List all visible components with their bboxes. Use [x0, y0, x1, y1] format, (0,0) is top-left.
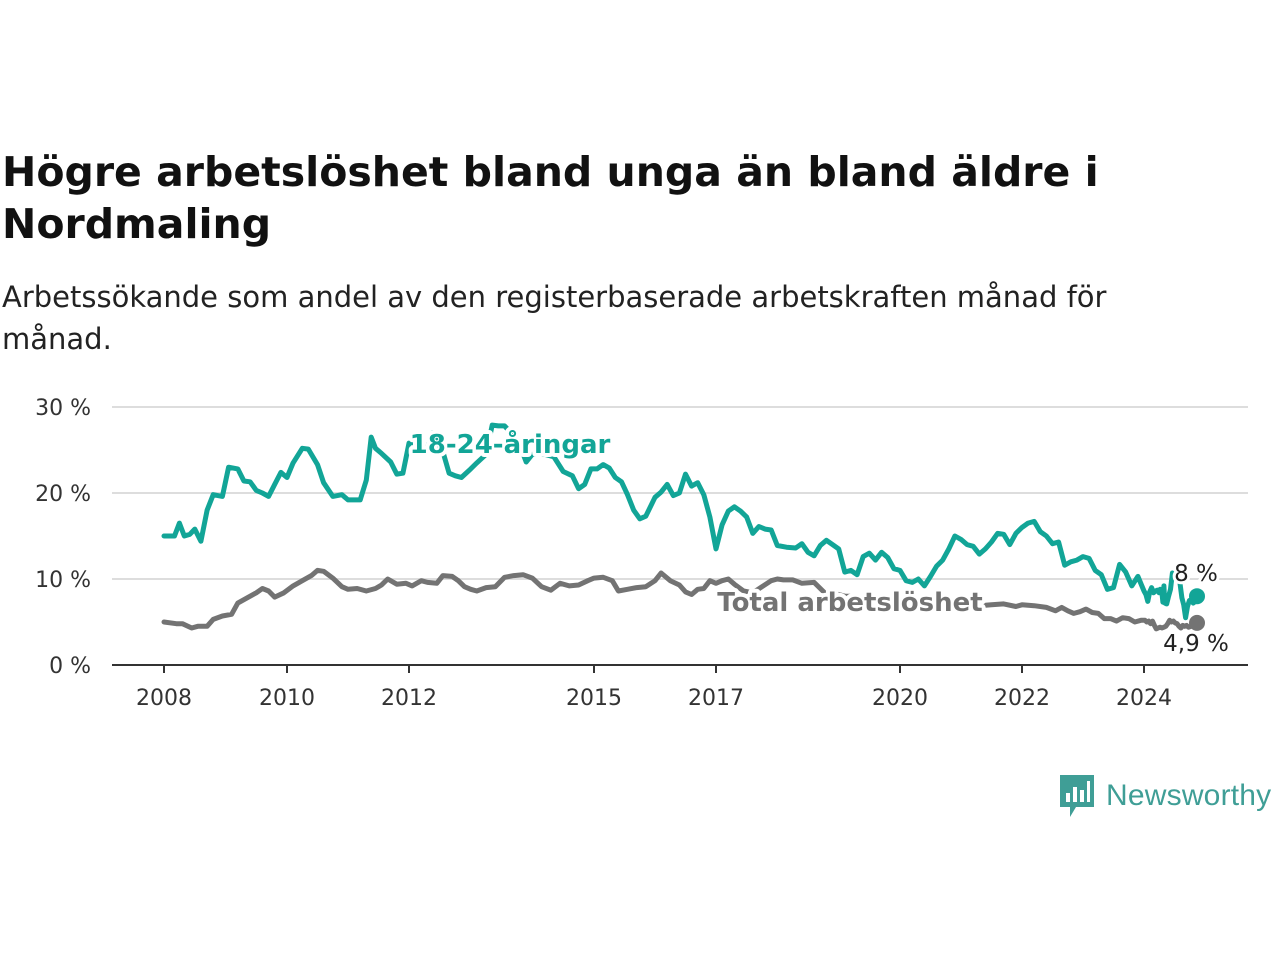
end-value-halo: 8 % [1174, 561, 1218, 587]
y-tick-label: 30 % [35, 396, 91, 421]
chart-title: Högre arbetslöshet bland unga än bland ä… [2, 148, 1099, 248]
x-tick-label: 2024 [1116, 686, 1172, 711]
y-tick-label: 0 % [49, 654, 91, 679]
x-tick-label: 2015 [566, 686, 622, 711]
newsworthy-logo-icon [1060, 775, 1094, 817]
end-value-label: 8 % [1174, 561, 1218, 587]
x-tick-label: 2020 [872, 686, 928, 711]
end-value-halo: 4,9 % [1163, 631, 1229, 657]
newsworthy-brand[interactable]: Newsworthy [1058, 772, 1271, 820]
y-tick-label: 20 % [35, 482, 91, 507]
series-line [161, 422, 1200, 621]
series-name-label: Total arbetslöshet [717, 588, 982, 618]
y-tick-label: 10 % [35, 568, 91, 593]
chart-subtitle: Arbetssökande som andel av den registerb… [2, 280, 1107, 356]
x-tick-label: 2022 [994, 686, 1050, 711]
series-name-halo: Total arbetslöshet [717, 588, 982, 618]
series-end-marker [1189, 588, 1205, 605]
x-tick-label: 2017 [688, 686, 744, 711]
y-axis: 0 % 10 % 20 % 30 % [35, 396, 91, 679]
series-line [161, 567, 1200, 632]
series-name-halo: 18-24-åringar [410, 428, 611, 460]
x-tick-label: 2010 [259, 686, 315, 711]
series-name-label: 18-24-åringar [410, 428, 611, 460]
series-end-marker [1189, 614, 1205, 631]
series-lines [161, 422, 1205, 632]
x-axis: 2008 2010 2012 2015 2017 2020 2022 2024 [112, 664, 1248, 711]
x-tick-label: 2008 [136, 686, 192, 711]
brand-name: Newsworthy [1106, 779, 1272, 812]
x-tick-label: 2012 [381, 686, 437, 711]
end-value-label: 4,9 % [1163, 631, 1229, 657]
